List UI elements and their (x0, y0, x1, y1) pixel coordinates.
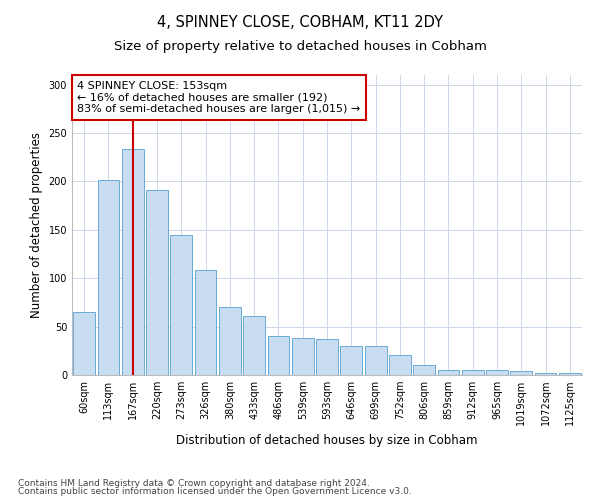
Bar (535, 373, 556, 375)
Text: 4, SPINNEY CLOSE, COBHAM, KT11 2DY: 4, SPINNEY CLOSE, COBHAM, KT11 2DY (157, 15, 443, 30)
Bar (413, 366, 435, 375)
Text: Contains public sector information licensed under the Open Government Licence v3: Contains public sector information licen… (18, 487, 412, 496)
Bar (437, 370, 460, 375)
Bar (365, 346, 386, 375)
Bar (511, 371, 532, 375)
Bar (268, 336, 289, 375)
Bar (292, 338, 314, 375)
Bar (486, 370, 508, 375)
Text: Size of property relative to detached houses in Cobham: Size of property relative to detached ho… (113, 40, 487, 53)
Bar (219, 308, 241, 375)
Bar (194, 270, 217, 375)
Bar (146, 190, 168, 375)
Text: 4 SPINNEY CLOSE: 153sqm
← 16% of detached houses are smaller (192)
83% of semi-d: 4 SPINNEY CLOSE: 153sqm ← 16% of detache… (77, 81, 361, 114)
Bar (340, 346, 362, 375)
Bar (97, 180, 119, 375)
Text: Contains HM Land Registry data © Crown copyright and database right 2024.: Contains HM Land Registry data © Crown c… (18, 478, 370, 488)
Y-axis label: Number of detached properties: Number of detached properties (30, 132, 43, 318)
Bar (73, 312, 95, 375)
Bar (243, 316, 265, 375)
Bar (122, 148, 143, 375)
X-axis label: Distribution of detached houses by size in Cobham: Distribution of detached houses by size … (176, 434, 478, 446)
Bar (389, 354, 411, 375)
Bar (559, 373, 581, 375)
Bar (316, 339, 338, 375)
Bar (462, 370, 484, 375)
Bar (170, 234, 192, 375)
